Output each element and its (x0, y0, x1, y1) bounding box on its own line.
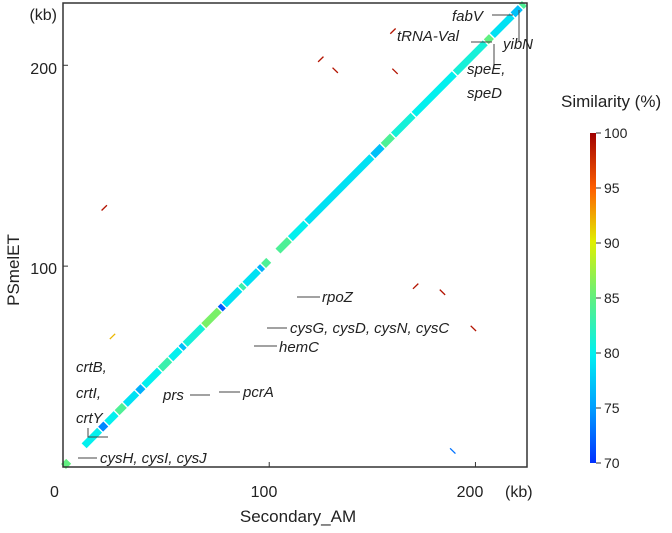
annotation-hemC: hemC (279, 339, 319, 356)
colorbar-tick-label: 80 (604, 345, 620, 361)
diagonal-segment (489, 13, 515, 39)
diagonal-segment (510, 5, 523, 18)
annotation-cysG: cysG, cysD, cysN, cysC (290, 320, 449, 337)
annotation-crtI: crtI, (76, 385, 101, 402)
annotation-speE: speE, (467, 61, 505, 78)
diagonal-segment (182, 324, 206, 347)
diagonal-segment (261, 257, 272, 269)
diagonal-segment (483, 34, 494, 45)
diagonal-segment (452, 40, 488, 76)
diagonal-segment (122, 390, 140, 407)
annotation-trna-val: tRNA-Val (397, 28, 460, 45)
colorbar-tick-label: 95 (604, 180, 620, 196)
diagonal-segment (256, 264, 266, 273)
diagonal-segment (242, 268, 261, 287)
diagonal-segment (114, 402, 127, 416)
plot-frame (62, 2, 528, 468)
annotation-yibN: yibN (502, 36, 533, 53)
x-tick-label: 200 (457, 484, 484, 501)
y-tick-label: 100 (30, 261, 57, 278)
diagonal-segment (141, 367, 162, 389)
off-diagonal-hit (449, 447, 456, 455)
y-axis-title: PSmelET (4, 234, 23, 306)
off-diagonal-hit (470, 325, 477, 332)
diagonal-segment (304, 154, 375, 225)
y-tick-label: 200 (30, 61, 57, 78)
gene-annotations (78, 10, 520, 459)
off-diagonal-hit (389, 28, 397, 35)
colorbar-tick-label: 85 (604, 290, 620, 306)
off-diagonal-hit (317, 56, 324, 63)
off-diagonal-hit (412, 283, 419, 290)
diagonal-segment (168, 346, 183, 362)
x-tick-label: 0 (50, 484, 59, 501)
x-axis-title: Secondary_AM (240, 507, 356, 526)
colorbar-tick-label: 70 (604, 455, 620, 471)
axis-ticks (63, 64, 476, 467)
colorbar-tick-label: 100 (604, 125, 628, 141)
diagonal-segment (201, 307, 222, 329)
diagonal-segment (275, 237, 292, 254)
diagonal-segment (217, 303, 226, 312)
diagonal-segment (390, 112, 416, 138)
off-diagonal-hit (101, 204, 108, 211)
off-diagonal-hit (391, 68, 399, 75)
annotation-speD: speD (467, 85, 502, 102)
diagonal-segment (61, 458, 72, 469)
x-tick-label: 100 (251, 484, 278, 501)
diagonal-segment (221, 286, 243, 308)
colorbar-tick-label: 90 (604, 235, 620, 251)
colorbar-tick-label: 75 (604, 400, 620, 416)
off-diagonal-hit (109, 333, 116, 340)
annotation-crtY: crtY (76, 410, 104, 427)
diagonal-segment (370, 143, 385, 159)
colorbar (590, 133, 596, 463)
annotation-rpoZ: rpoZ (322, 289, 354, 306)
annotation-cysH: cysH, cysI, cysJ (100, 450, 207, 467)
diagonal-segment (380, 133, 395, 148)
diagonal-segment (238, 282, 247, 291)
off-diagonal-hit (439, 289, 446, 296)
diagonal-segment (287, 220, 309, 242)
diagonal-segment (411, 71, 457, 117)
diagonal-segment (104, 411, 119, 426)
diagonal-segment (81, 427, 103, 449)
y-unit-label: (kb) (29, 7, 57, 24)
diagonal-segment (178, 342, 187, 351)
colorbar-ticks: 100 95 90 85 80 75 70 (596, 125, 628, 471)
diagonal-segment (98, 421, 109, 432)
diagonal-segment (518, 0, 527, 10)
off-diagonal-hit (332, 67, 339, 74)
leader-line (87, 428, 108, 438)
annotation-crtB: crtB, (76, 359, 107, 376)
plot-marks (61, 0, 527, 469)
colorbar-title: Similarity (%) (561, 92, 661, 111)
x-unit-label: (kb) (505, 484, 533, 501)
diagonal-segment (157, 357, 173, 372)
diagonal-segment (135, 384, 146, 395)
annotation-pcrA: pcrA (242, 384, 274, 401)
annotation-fabV: fabV (452, 8, 485, 25)
annotation-prs: prs (162, 387, 184, 404)
